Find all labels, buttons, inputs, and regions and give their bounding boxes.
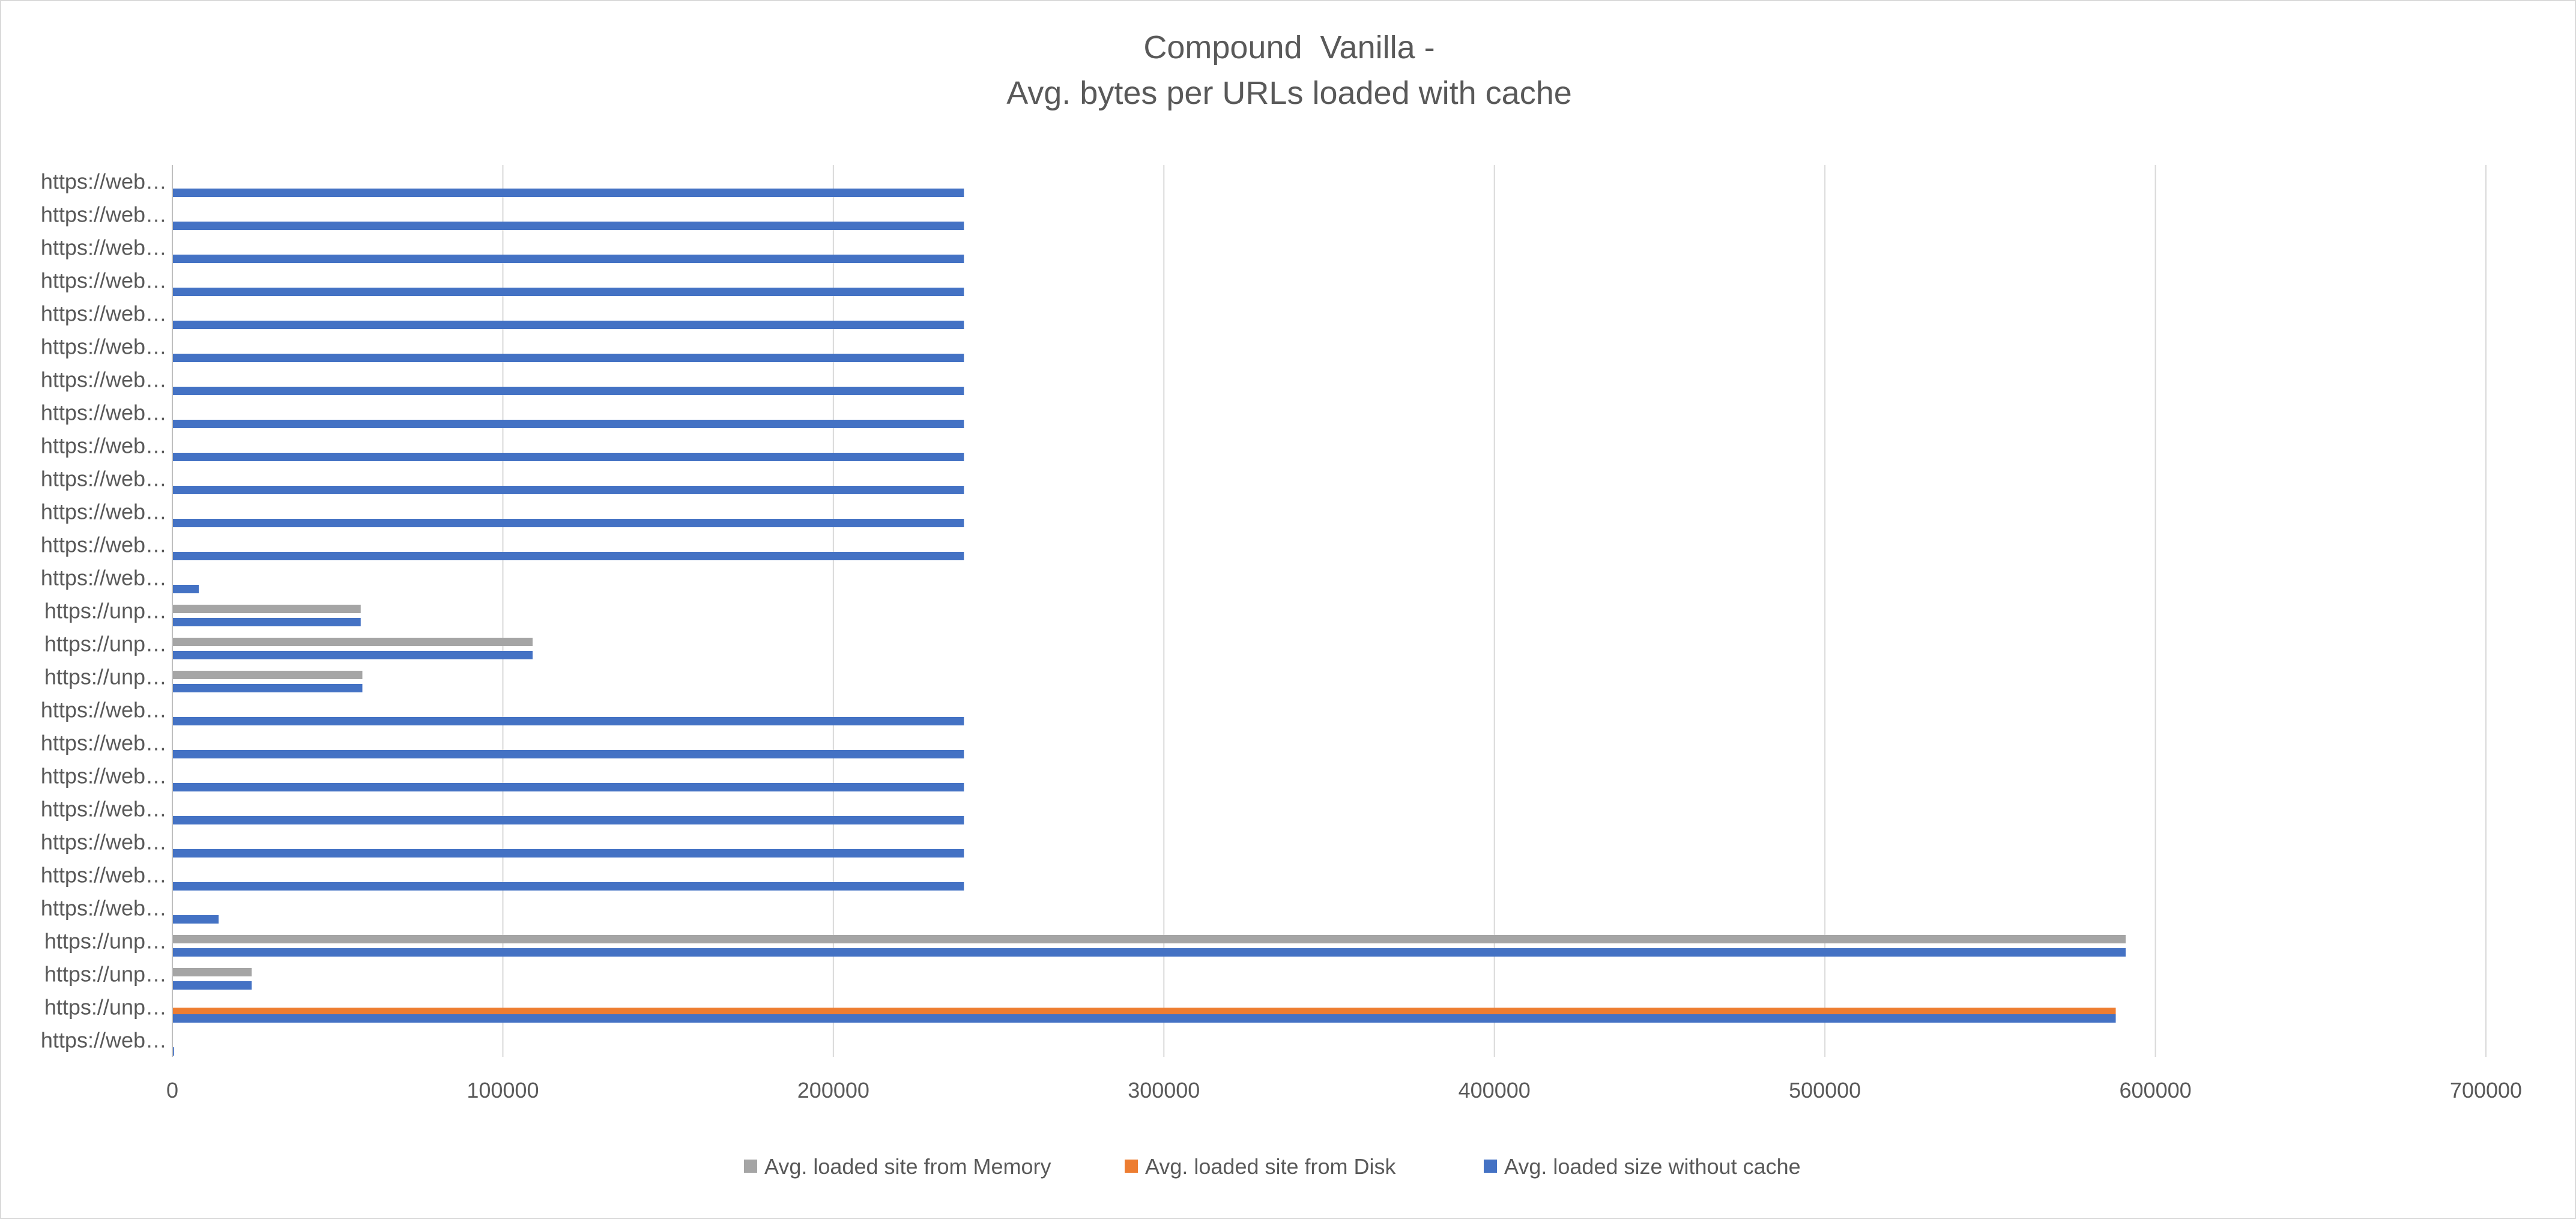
bar-avg-loaded-size-without-cache <box>172 189 964 197</box>
y-tick-label: https://web… <box>41 797 167 821</box>
bar-avg-loaded-size-without-cache <box>172 552 964 560</box>
bar-avg-loaded-size-without-cache <box>172 585 199 593</box>
y-tick-label: https://unp… <box>44 962 167 987</box>
bar-avg-loaded-size-without-cache <box>172 354 964 362</box>
legend: Avg. loaded site from Memory Avg. loaded … <box>744 1154 1801 1179</box>
y-tick-label: https://web… <box>41 202 167 227</box>
bar-avg-loaded-size-without-cache <box>172 618 361 626</box>
bar-avg-loaded-size-without-cache <box>172 816 964 824</box>
bar-avg-loaded-site-from-memory <box>172 638 533 646</box>
y-tick-label: https://unp… <box>44 665 167 689</box>
bar-avg-loaded-size-without-cache <box>172 1047 174 1056</box>
y-tick-label: https://web… <box>41 268 167 293</box>
bar-avg-loaded-size-without-cache <box>172 849 964 858</box>
y-tick-label: https://web… <box>41 334 167 359</box>
y-tick-label: https://web… <box>41 235 167 260</box>
bar-avg-loaded-size-without-cache <box>172 486 964 494</box>
y-tick-label: https://unp… <box>44 632 167 656</box>
y-tick-label: https://web… <box>41 731 167 755</box>
bar-avg-loaded-size-without-cache <box>172 519 964 527</box>
x-tick-label: 300000 <box>1128 1078 1200 1103</box>
bar-avg-loaded-site-from-memory <box>172 935 2126 943</box>
bar-avg-loaded-size-without-cache <box>172 981 252 990</box>
x-tick-label: 500000 <box>1789 1078 1861 1103</box>
y-tick-label: https://web… <box>41 401 167 425</box>
y-tick-label: https://unp… <box>44 929 167 954</box>
chart-title-line-2: Avg. bytes per URLs loaded with cache <box>1006 75 1572 111</box>
legend-swatch <box>1484 1160 1497 1173</box>
bar-avg-loaded-size-without-cache <box>172 288 964 296</box>
x-tick-label: 100000 <box>467 1078 539 1103</box>
y-tick-label: https://web… <box>41 566 167 590</box>
bar-avg-loaded-site-from-memory <box>172 605 361 613</box>
y-tick-label: https://web… <box>41 896 167 921</box>
chart-title-line-1: Compound Vanilla - <box>1143 29 1435 65</box>
bar-avg-loaded-size-without-cache <box>172 453 964 461</box>
y-tick-label: https://unp… <box>44 599 167 623</box>
bar-avg-loaded-size-without-cache <box>172 717 964 725</box>
bar-avg-loaded-site-from-memory <box>172 968 252 976</box>
gridlines <box>502 165 2487 1057</box>
y-tick-label: https://web… <box>41 863 167 888</box>
x-tick-label: 200000 <box>797 1078 869 1103</box>
y-tick-label: https://web… <box>41 500 167 524</box>
bar-avg-loaded-size-without-cache <box>172 684 363 692</box>
bar-avg-loaded-size-without-cache <box>172 948 2126 957</box>
y-tick-label: https://web… <box>41 830 167 855</box>
legend-label: Avg. loaded size without cache <box>1504 1154 1801 1179</box>
bar-avg-loaded-size-without-cache <box>172 387 964 395</box>
x-tick-label: 600000 <box>2120 1078 2192 1103</box>
bar-avg-loaded-site-from-disk <box>172 1008 2116 1016</box>
axes: 0 100000 200000 300000 400000 500000 600000 700… <box>41 165 2522 1103</box>
y-tick-label: https://web… <box>41 467 167 491</box>
x-tick-label: 0 <box>166 1078 178 1103</box>
x-tick-label: 700000 <box>2450 1078 2522 1103</box>
bar-avg-loaded-size-without-cache <box>172 222 964 230</box>
bar-avg-loaded-size-without-cache <box>172 255 964 263</box>
bar-avg-loaded-size-without-cache <box>172 1014 2116 1023</box>
bars <box>172 189 2126 1056</box>
bar-avg-loaded-size-without-cache <box>172 420 964 428</box>
x-tick-label: 400000 <box>1459 1078 1531 1103</box>
y-tick-label: https://web… <box>41 368 167 392</box>
y-tick-label: https://web… <box>41 698 167 722</box>
y-tick-label: https://web… <box>41 1028 167 1053</box>
bar-avg-loaded-size-without-cache <box>172 882 964 891</box>
bar-avg-loaded-size-without-cache <box>172 651 533 659</box>
legend-swatch <box>744 1160 757 1173</box>
bar-avg-loaded-size-without-cache <box>172 321 964 329</box>
legend-label: Avg. loaded site from Memory <box>764 1154 1051 1179</box>
bar-avg-loaded-size-without-cache <box>172 750 964 758</box>
legend-label: Avg. loaded site from Disk <box>1145 1154 1397 1179</box>
bar-avg-loaded-size-without-cache <box>172 915 219 924</box>
legend-swatch <box>1125 1160 1138 1173</box>
y-tick-label: https://web… <box>41 301 167 326</box>
y-tick-label: https://web… <box>41 434 167 458</box>
y-tick-label: https://web… <box>41 169 167 194</box>
y-tick-label: https://unp… <box>44 995 167 1020</box>
y-tick-label: https://web… <box>41 533 167 557</box>
y-tick-label: https://web… <box>41 764 167 788</box>
bar-avg-loaded-size-without-cache <box>172 783 964 791</box>
bar-avg-loaded-site-from-memory <box>172 671 363 679</box>
